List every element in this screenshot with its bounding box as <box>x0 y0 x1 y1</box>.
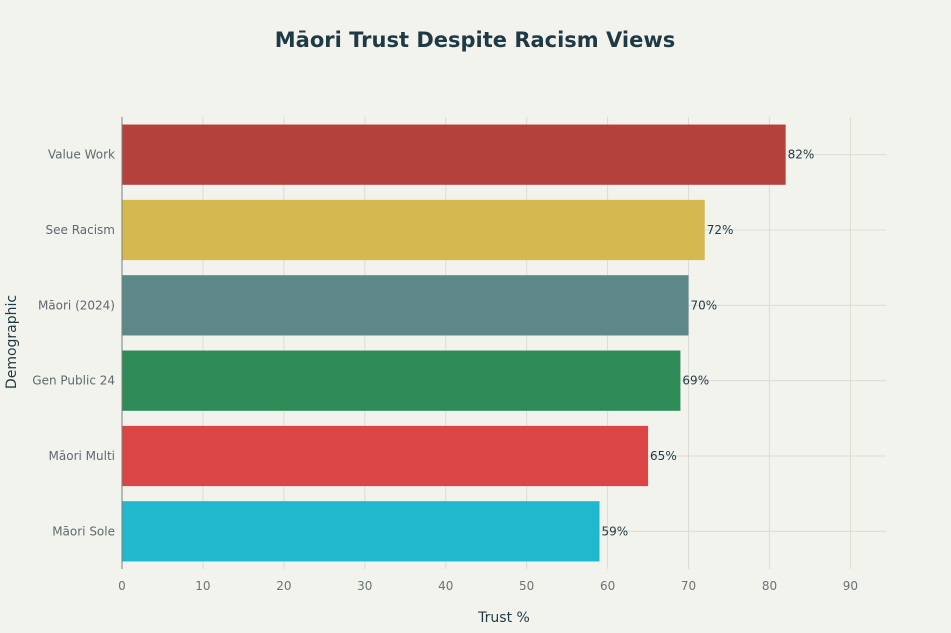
category-label: Māori (2024) <box>38 298 115 312</box>
x-axis-title: Trust % <box>477 610 530 626</box>
bar <box>122 425 649 487</box>
x-tick-label: 80 <box>762 579 777 593</box>
bar <box>122 275 689 336</box>
bar <box>122 501 600 562</box>
chart-title: Māori Trust Despite Racism Views <box>275 28 675 52</box>
data-label: 82% <box>788 148 815 162</box>
data-label: 70% <box>691 298 718 312</box>
category-label: Māori Multi <box>49 449 115 463</box>
x-tick-label: 90 <box>843 579 858 593</box>
data-label: 65% <box>650 449 677 463</box>
x-tick-label: 50 <box>519 579 534 593</box>
x-tick-label: 20 <box>276 579 291 593</box>
category-label: See Racism <box>46 223 116 237</box>
labels: 0 10 20 30 40 50 60 70 80 90 Value Work 82% See Raci… <box>32 148 858 593</box>
y-axis-title: Demographic <box>4 295 20 389</box>
bars <box>122 124 786 562</box>
x-tick-label: 60 <box>600 579 615 593</box>
x-tick-label: 70 <box>681 579 696 593</box>
data-label: 72% <box>707 223 734 237</box>
x-tick-label: 0 <box>118 579 126 593</box>
x-tick-label: 30 <box>357 579 372 593</box>
x-tick-label: 10 <box>195 579 210 593</box>
category-label: Māori Sole <box>52 524 115 538</box>
bar <box>122 124 786 185</box>
bar <box>122 350 681 411</box>
bar <box>122 199 705 261</box>
category-label: Value Work <box>48 148 115 162</box>
data-label: 69% <box>682 374 709 388</box>
category-label: Gen Public 24 <box>32 374 115 388</box>
data-label: 59% <box>602 524 629 538</box>
x-tick-label: 40 <box>438 579 453 593</box>
